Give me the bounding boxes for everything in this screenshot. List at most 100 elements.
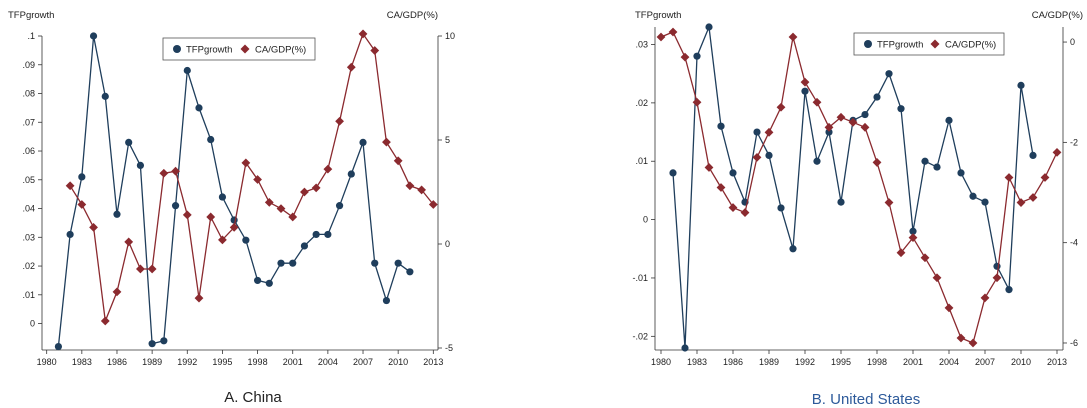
panel-b-ca-point: [872, 158, 882, 167]
panel-a-tfp-point: [253, 276, 262, 285]
panel-b-ca-point: [860, 122, 870, 132]
panel-b-right-tick-label: -2: [1070, 137, 1078, 147]
panel-a-tfp-point: [54, 342, 63, 351]
panel-b-tfp-point: [993, 262, 1001, 270]
panel-a-ca-point: [136, 264, 145, 274]
panel-a-tfp-point: [242, 236, 250, 244]
panel-b-right-axis-title: CA/GDP(%): [1032, 10, 1083, 21]
panel-b-ca-point: [728, 203, 738, 212]
panel-b-x-tick-label: 1986: [723, 357, 743, 367]
panel-b-ca-point: [944, 303, 954, 313]
panel-b-legend-tfp-label: TFPgrowth: [877, 40, 923, 51]
panel-a-tfp-point: [66, 230, 74, 239]
panel-b-x-tick-label: 2001: [903, 357, 923, 367]
panel-a-tfp-point: [136, 161, 145, 170]
panel-b-tfp-point: [717, 122, 725, 130]
panel-b-ca-point: [752, 153, 762, 162]
panel-a-x-tick-label: 1998: [248, 357, 268, 367]
panel-b-tfp-point: [729, 169, 737, 177]
panel-a-ca-point: [405, 181, 415, 191]
panel-b-tfp-point: [681, 344, 689, 352]
panel-a-ca-point: [346, 62, 356, 72]
panel-a-ca-point: [428, 200, 438, 209]
panel-a-tfp-point: [160, 337, 168, 345]
panel-a-left-tick-label: .08: [22, 89, 35, 99]
panel-b-title: B. United States: [812, 391, 920, 408]
panel-a-tfp-point: [300, 242, 309, 250]
panel-a-left-tick-label: .1: [27, 31, 35, 41]
panel-b-tfp-line: [672, 24, 1034, 349]
panel-a-tfp-point: [312, 230, 320, 239]
panel-a-left-axis-title: TFPgrowth: [8, 10, 54, 21]
panel-a-tfp-point: [101, 92, 109, 100]
panel-b-tfp-point: [909, 227, 917, 235]
panel-a-ca-point: [288, 212, 298, 222]
panel-a-ca-point: [276, 204, 286, 214]
panel-b-ca-point: [992, 273, 1002, 283]
panel-b-left-tick-label: -.01: [632, 273, 648, 283]
panel-a-ca-point: [77, 200, 87, 209]
panel-b-ca-point: [788, 32, 798, 42]
panel-a-tfp-point: [359, 138, 367, 146]
panel-b-tfp-point: [921, 157, 929, 165]
panel-b-tfp-point: [861, 110, 869, 119]
panel-a-tfp-point: [78, 173, 86, 181]
panel-a-x-tick-label: 2007: [353, 357, 373, 367]
panel-a-legend-ca-label: CA/GDP(%): [255, 45, 306, 56]
panel-a-x-tick-label: 1986: [107, 357, 127, 367]
panel-b-x-tick-label: 2007: [975, 357, 995, 367]
panel-b-ca-point: [824, 122, 834, 132]
panel-a-tfp-point: [171, 202, 180, 210]
panel-a-left-tick-label: .01: [22, 290, 35, 300]
panel-a-tfp-point: [125, 138, 133, 146]
panel-a-tfp-point: [265, 279, 273, 287]
panel-b-x-tick-label: 2004: [939, 357, 959, 367]
panel-a-ca-point: [147, 264, 157, 274]
panel-b-ca-point: [1004, 173, 1014, 182]
panel-b-left-axis-title: TFPgrowth: [635, 10, 681, 21]
panel-a-tfp-point: [207, 135, 215, 144]
panel-b-tfp-point: [765, 151, 773, 159]
panel-united-states: TFPgrowth CA/GDP(%) TFPgrowth CA/GDP(%) …: [632, 10, 1083, 408]
panel-a-tfp-point: [148, 340, 156, 348]
panel-a-x-tick-label: 2004: [318, 357, 338, 367]
panel-a-tfp-point: [347, 170, 355, 178]
panel-a-right-tick-label: 5: [445, 135, 450, 145]
panel-a-ca-point: [323, 164, 333, 174]
panel-b-tfp-point: [885, 70, 893, 78]
panel-b-tfp-point: [957, 169, 965, 177]
panel-a-ca-point: [311, 183, 321, 193]
panel-b-tfp-point: [933, 163, 941, 171]
panel-a-x-tick-label: 1992: [177, 357, 197, 367]
panel-a-ca-point: [264, 198, 274, 207]
panel-b-ca-point: [896, 248, 906, 258]
panel-b-tfp-point: [1005, 286, 1013, 294]
panel-a-ca-point: [89, 222, 98, 232]
panel-b-ca-point: [836, 112, 846, 122]
panel-a-ca-point: [194, 293, 204, 303]
panel-a-ca-point: [370, 46, 380, 55]
panel-a-x-tick-label: 1983: [72, 357, 92, 367]
panel-b-x-tick-label: 2010: [1011, 357, 1031, 367]
panel-a-x-tick-label: 2001: [283, 357, 303, 367]
panel-b-ca-point: [980, 293, 990, 303]
panel-b-tfp-point: [777, 204, 785, 212]
panel-a-tfp-point: [382, 296, 391, 305]
panel-a-ca-point: [100, 316, 110, 326]
panel-b-ca-point: [704, 163, 714, 172]
panel-b-legend-tfp-marker: [864, 40, 872, 48]
panel-b-left-tick-label: .01: [635, 156, 648, 166]
panel-b-ca-point: [968, 338, 978, 348]
panel-a-ca-point: [65, 181, 75, 191]
panel-b-left-tick-label: 0: [643, 215, 648, 225]
panel-a-left-tick-label: .06: [22, 146, 35, 156]
panel-b-ca-point: [692, 97, 702, 107]
panel-b-ca-point: [800, 77, 810, 87]
panel-a-left-tick-label: .05: [22, 175, 35, 185]
panel-a-ca-point: [218, 235, 227, 245]
panel-b-ca-point: [920, 253, 930, 263]
panel-b-tfp-point: [693, 52, 701, 60]
panel-a-ca-point: [171, 166, 180, 176]
panel-b-ca-point: [716, 183, 726, 192]
panel-b-ca-point: [884, 198, 894, 207]
